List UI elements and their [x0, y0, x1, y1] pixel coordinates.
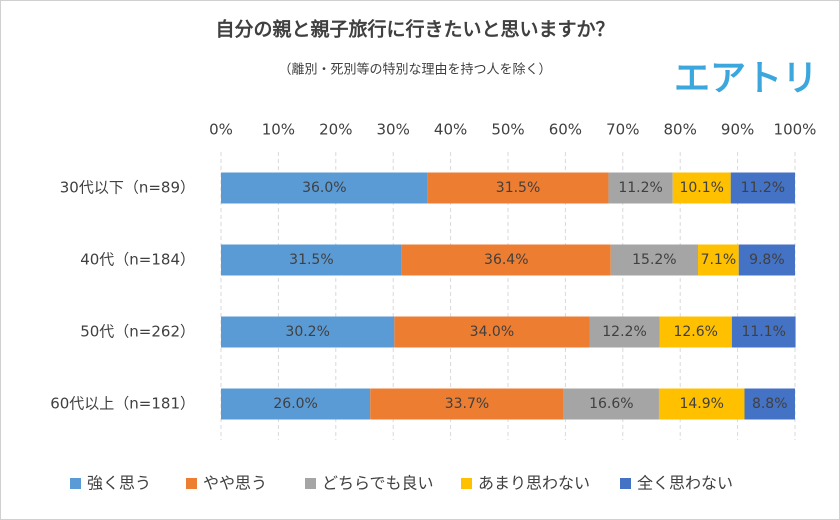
- value-label: 15.2%: [632, 252, 676, 268]
- y-tick-label: 50代（n=262）: [80, 323, 195, 341]
- bar-segment: [589, 316, 660, 348]
- value-label: 36.0%: [302, 180, 346, 196]
- legend-swatch: [461, 478, 472, 489]
- bar-segment: [659, 316, 732, 348]
- bar-segment: [731, 316, 796, 348]
- legend-label: やや思う: [203, 474, 267, 493]
- bar-segment: [610, 244, 698, 276]
- bar-segment: [221, 172, 428, 204]
- x-tick-label: 60%: [549, 121, 582, 139]
- bar-segment: [370, 388, 564, 420]
- bar-segment: [401, 244, 611, 276]
- value-label: 9.8%: [749, 252, 785, 268]
- value-label: 16.6%: [589, 396, 633, 412]
- value-label: 31.5%: [289, 252, 333, 268]
- value-label: 12.2%: [602, 324, 646, 340]
- value-label: 12.6%: [673, 324, 717, 340]
- legend-swatch: [186, 478, 197, 489]
- bar-segment: [738, 244, 795, 276]
- legend-swatch: [620, 478, 631, 489]
- x-tick-label: 50%: [491, 121, 524, 139]
- legend-label: どちらでも良い: [322, 474, 434, 493]
- value-label: 10.1%: [679, 180, 723, 196]
- y-tick-label: 40代（n=184）: [80, 251, 195, 269]
- value-label: 34.0%: [470, 324, 514, 340]
- chart-subtitle: （離別・死別等の特別な理由を持つ人を除く）: [278, 62, 551, 78]
- x-tick-label: 10%: [262, 121, 295, 139]
- bar-segment: [221, 388, 371, 420]
- value-label: 31.5%: [496, 180, 540, 196]
- legend-label: 全く思わない: [637, 474, 733, 493]
- bar-segment: [672, 172, 731, 204]
- bar-segment: [427, 172, 609, 204]
- value-label: 11.2%: [741, 180, 785, 196]
- bar-segment: [730, 172, 795, 204]
- bar-segment: [697, 244, 739, 276]
- legend-swatch: [70, 478, 81, 489]
- bar-segment: [658, 388, 745, 420]
- value-label: 7.1%: [701, 252, 737, 268]
- x-tick-label: 30%: [377, 121, 410, 139]
- value-label: 14.9%: [679, 396, 723, 412]
- bar-segment: [563, 388, 659, 420]
- x-tick-label: 20%: [319, 121, 352, 139]
- y-tick-label: 30代以下（n=89）: [60, 179, 195, 197]
- value-label: 30.2%: [285, 324, 329, 340]
- value-label: 8.8%: [752, 396, 788, 412]
- x-tick-label: 40%: [434, 121, 467, 139]
- logo: エアトリ: [674, 58, 818, 99]
- value-label: 36.4%: [484, 252, 528, 268]
- bar-segment: [744, 388, 795, 420]
- x-tick-label: 90%: [721, 121, 754, 139]
- legend-swatch: [305, 478, 316, 489]
- x-tick-label: 100%: [774, 121, 817, 139]
- x-tick-label: 0%: [209, 121, 233, 139]
- value-label: 26.0%: [273, 396, 317, 412]
- bar-segment: [608, 172, 673, 204]
- x-tick-label: 70%: [606, 121, 639, 139]
- legend-label: あまり思わない: [478, 474, 590, 493]
- y-tick-label: 60代以上（n=181）: [50, 395, 195, 413]
- value-label: 11.1%: [741, 324, 785, 340]
- value-label: 11.2%: [618, 180, 662, 196]
- x-tick-label: 80%: [664, 121, 697, 139]
- bar-segment: [221, 316, 395, 348]
- bar-segment: [221, 244, 402, 276]
- bar-segment: [394, 316, 590, 348]
- legend-label: 強く思う: [87, 474, 151, 493]
- value-label: 33.7%: [445, 396, 489, 412]
- chart-title: 自分の親と親子旅行に行きたいと思いますか？: [215, 18, 614, 41]
